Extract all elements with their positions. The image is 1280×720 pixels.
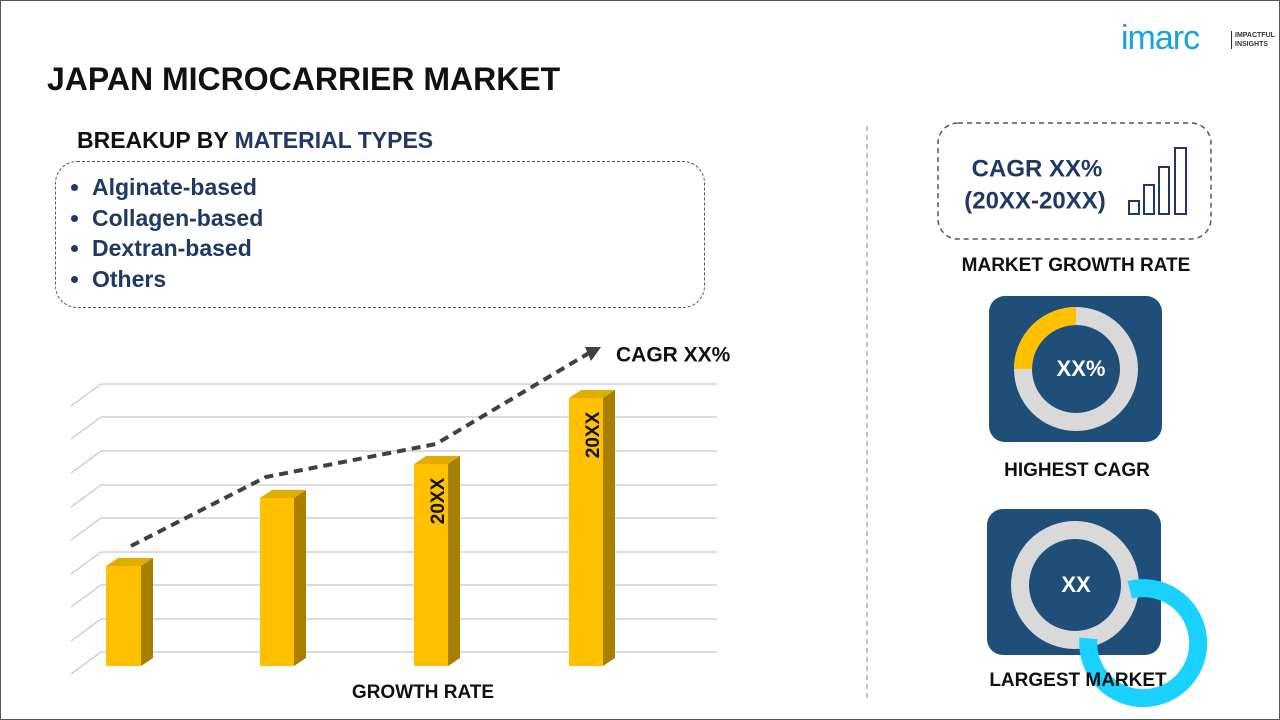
growth-icon	[1128, 147, 1187, 215]
page-title: JAPAN MICROCARRIER MARKET	[47, 61, 561, 97]
trend-line	[130, 351, 591, 548]
trend-label: CAGR XX%	[616, 344, 731, 367]
caption: MARKET GROWTH RATE	[962, 255, 1191, 276]
chart-grid	[70, 383, 717, 675]
stat-value: XX	[1061, 572, 1091, 597]
caption: HIGHEST CAGR	[1004, 460, 1150, 481]
list-item: Alginate-based	[92, 172, 704, 203]
axis-label: GROWTH RATE	[352, 682, 494, 703]
list-item: Collagen-based	[92, 203, 704, 234]
stat-value: XX%	[1057, 356, 1106, 381]
heading-label: BREAKUP BY	[77, 127, 229, 153]
heading-highlight: MATERIAL TYPES	[234, 127, 434, 153]
list-item: Others	[92, 264, 704, 295]
trend-arrow	[585, 347, 601, 361]
section-heading: BREAKUP BY MATERIAL TYPES	[77, 127, 433, 154]
donut-arc	[1079, 579, 1208, 708]
tagline-line: INSIGHTS	[1235, 41, 1269, 48]
logo: imarc	[1121, 19, 1200, 57]
list-item: Dextran-based	[92, 233, 704, 264]
bar-label: 20XX	[583, 411, 604, 458]
logo-tagline: IMPACTFUL INSIGHTS	[1231, 31, 1275, 49]
cagr-period: (20XX-20XX)	[964, 187, 1105, 214]
list-box: Alginate-based Collagen-based Dextran-ba…	[55, 161, 705, 308]
cagr-box	[937, 122, 1212, 240]
cagr-text: CAGR XX%	[972, 155, 1103, 182]
tagline-line: IMPACTFUL	[1235, 32, 1275, 39]
bars	[106, 390, 615, 666]
bar-label: 20XX	[428, 477, 449, 524]
caption: LARGEST MARKET	[989, 670, 1167, 691]
donut-arc	[1014, 307, 1077, 370]
